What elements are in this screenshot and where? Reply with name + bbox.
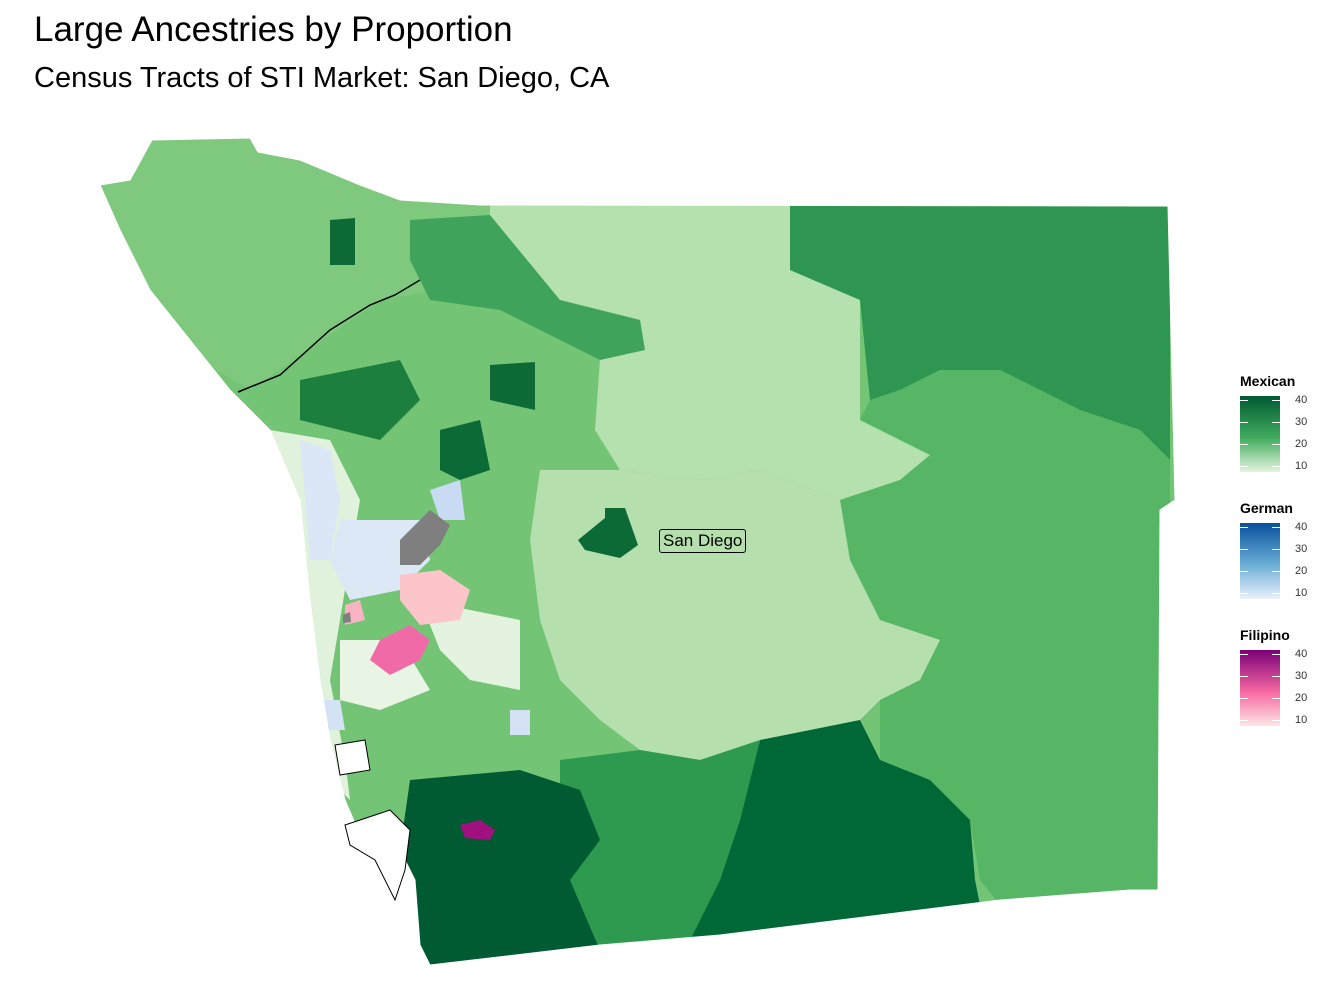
legend-tick-label: 10 [1295, 714, 1308, 726]
tract-region-north-central [490, 205, 930, 500]
legend-tick-label: 20 [1295, 565, 1308, 577]
legend-tick [1240, 654, 1248, 655]
lagoon-water [334, 739, 371, 776]
legend-colorbar [1240, 396, 1280, 472]
legend-colorbar [1240, 650, 1280, 726]
legend-tick [1240, 527, 1248, 528]
legend-tick [1272, 422, 1280, 423]
legend-tick [1272, 444, 1280, 445]
boundary-line [237, 279, 421, 393]
legend-tick-label: 20 [1295, 692, 1308, 704]
county-outline [99, 137, 1176, 966]
tract-region-dark-cluster-3 [330, 218, 355, 265]
legend-tick [1272, 571, 1280, 572]
tract-region-filipino-4 [460, 820, 495, 840]
legend-tick-label: 30 [1295, 416, 1308, 428]
tract-region-german-3 [430, 480, 465, 520]
legend-body: 40 30 20 10 [1240, 648, 1340, 726]
legend-tick-label: 30 [1295, 543, 1308, 555]
legend-title: German [1240, 500, 1293, 516]
legend-tick-label: 10 [1295, 587, 1308, 599]
legend-body: 40 30 20 10 [1240, 394, 1340, 472]
legend-tick-label: 40 [1295, 521, 1308, 533]
legend-tick [1240, 698, 1248, 699]
tract-region-nodata-2 [343, 612, 351, 623]
tract-region-southeast [690, 720, 980, 940]
tract-region-dark-cluster-1 [300, 360, 420, 440]
tract-region-north-mid [410, 215, 645, 360]
city-label: San Diego [659, 529, 747, 553]
tract-region-northeast [790, 205, 1170, 460]
tract-region-dark-cluster-5 [578, 508, 638, 558]
tract-region-light-1 [420, 600, 520, 690]
legend-tick [1240, 571, 1248, 572]
legend-tick [1240, 444, 1248, 445]
legend-colorbar [1240, 523, 1280, 599]
tract-region-german-5 [510, 710, 530, 735]
legend-tick [1272, 720, 1280, 721]
legend-mexican: Mexican 40 30 20 10 [1240, 373, 1340, 472]
legend-tick [1272, 676, 1280, 677]
legend-tick-label: 40 [1295, 394, 1308, 406]
legend-tick [1240, 400, 1248, 401]
tract-region-nodata-1 [400, 510, 450, 565]
legend-german: German 40 30 20 10 [1240, 500, 1340, 599]
bay-water [344, 809, 411, 902]
legend-body: 40 30 20 10 [1240, 521, 1340, 599]
legend-tick [1272, 400, 1280, 401]
legend-tick [1240, 466, 1248, 467]
legend-tick [1240, 676, 1248, 677]
legend-tick-label: 10 [1295, 460, 1308, 472]
tract-regions [100, 138, 1175, 965]
tract-region-south-central [560, 740, 760, 950]
legend-filipino: Filipino 40 30 20 10 [1240, 627, 1340, 726]
legend-tick [1272, 654, 1280, 655]
tract-region-southwest [400, 770, 600, 965]
legend-tick [1272, 466, 1280, 467]
legend-title: Mexican [1240, 373, 1296, 389]
legend-tick [1240, 593, 1248, 594]
legend-tick [1240, 549, 1248, 550]
legend-title: Filipino [1240, 627, 1290, 643]
tract-region-filipino-1 [400, 570, 470, 625]
legend-tick [1272, 698, 1280, 699]
legend-tick [1272, 549, 1280, 550]
tract-region-east [840, 370, 1170, 905]
map-subtitle: Census Tracts of STI Market: San Diego, … [34, 62, 610, 94]
legend-tick-label: 20 [1295, 438, 1308, 450]
tract-region-coast [270, 430, 360, 800]
legend-tick-label: 30 [1295, 670, 1308, 682]
legend-tick [1272, 527, 1280, 528]
legend-tick-label: 40 [1295, 648, 1308, 660]
tract-region-filipino-2 [370, 625, 430, 675]
tract-region-dark-cluster-2 [440, 420, 490, 480]
tract-region-german-1 [300, 440, 340, 560]
map-title: Large Ancestries by Proportion [34, 10, 513, 49]
legend-tick [1240, 422, 1248, 423]
legend-tick [1272, 593, 1280, 594]
tract-region-dark-cluster-4 [490, 362, 535, 410]
legend-tick [1240, 720, 1248, 721]
